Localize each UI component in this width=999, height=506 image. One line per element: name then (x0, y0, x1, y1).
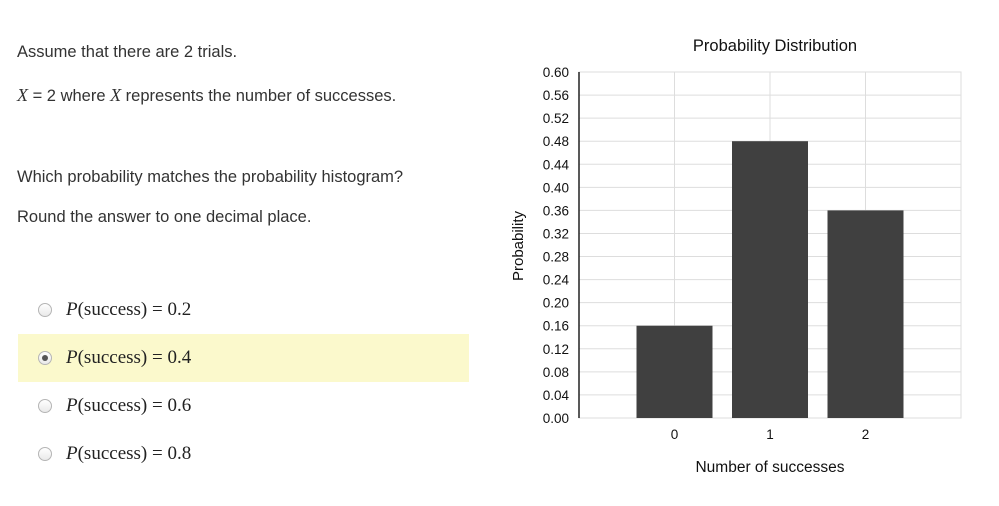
radio-button[interactable] (38, 303, 52, 317)
variable-x: X (17, 85, 28, 105)
y-tick-label: 0.40 (543, 180, 569, 195)
y-tick-label: 0.04 (543, 388, 570, 403)
radio-button[interactable] (38, 351, 52, 365)
chart-title: Probability Distribution (693, 37, 857, 55)
question-panel: Assume that there are 2 trials. X = 2 wh… (0, 0, 480, 506)
bar-2 (827, 210, 904, 418)
option-label: P(success) = 0.2 (66, 299, 192, 320)
option-label: P(success) = 0.8 (66, 443, 192, 464)
y-tick-label: 0.60 (543, 65, 569, 80)
option-0[interactable]: P(success) = 0.2 (18, 286, 469, 334)
option-3[interactable]: P(success) = 0.8 (18, 430, 469, 478)
variable-definition-mid: = 2 where (28, 87, 111, 105)
y-tick-label: 0.48 (543, 134, 569, 149)
x-tick-label: 2 (862, 427, 870, 442)
y-tick-label: 0.08 (543, 365, 569, 380)
radio-button[interactable] (38, 399, 52, 413)
y-tick-label: 0.32 (543, 226, 569, 241)
bar-1 (732, 141, 808, 418)
rounding-instruction: Round the answer to one decimal place. (17, 208, 312, 226)
question-prompt: Which probability matches the probabilit… (17, 168, 404, 186)
x-tick-label: 0 (671, 427, 679, 442)
y-tick-label: 0.52 (543, 111, 569, 126)
y-tick-label: 0.56 (543, 88, 569, 103)
option-label: P(success) = 0.4 (66, 347, 192, 368)
bar-0 (636, 325, 713, 418)
variable-definition: X = 2 where X represents the number of s… (17, 85, 396, 106)
y-tick-label: 0.24 (543, 273, 570, 288)
y-tick-label: 0.00 (543, 411, 569, 426)
y-tick-label: 0.28 (543, 250, 569, 265)
variable-x-2: X (110, 85, 122, 105)
variable-definition-rest: represents the number of successes. (121, 87, 397, 105)
axes: 0.00 0.04 0.08 0.12 0.16 0.20 0.24 0.28 0.32 0.36… (543, 65, 870, 442)
y-axis-label: Probability (510, 210, 527, 281)
y-tick-label: 0.36 (543, 203, 569, 218)
answer-options: P(success) = 0.2 P(success) = 0.4 P(succ… (18, 286, 469, 478)
y-tick-label: 0.44 (543, 157, 570, 172)
y-tick-label: 0.16 (543, 319, 569, 334)
option-2[interactable]: P(success) = 0.6 (18, 382, 469, 430)
bars (636, 141, 904, 418)
histogram-svg: Probability Distribution 0.00 0.04 0.08 0.1… (510, 37, 962, 476)
x-tick-label: 1 (766, 427, 774, 442)
radio-button[interactable] (38, 447, 52, 461)
trials-statement: Assume that there are 2 trials. (17, 43, 238, 61)
y-tick-label: 0.20 (543, 296, 569, 311)
option-1[interactable]: P(success) = 0.4 (18, 334, 469, 382)
y-tick-label: 0.12 (543, 342, 569, 357)
x-axis-label: Number of successes (695, 459, 844, 476)
probability-histogram: Probability Distribution 0.00 0.04 0.08 0.1… (495, 20, 995, 500)
option-label: P(success) = 0.6 (66, 395, 192, 416)
